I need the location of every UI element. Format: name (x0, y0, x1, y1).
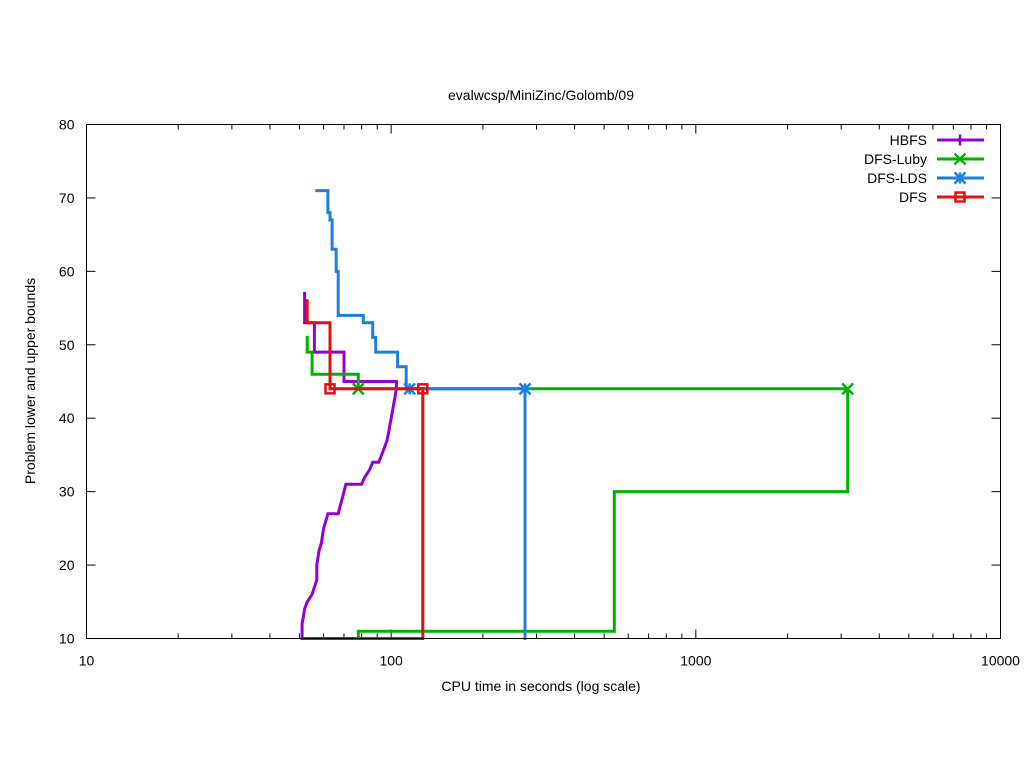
legend-marker-hbfs (954, 134, 966, 146)
legend-entry-dfs: DFS (899, 189, 984, 205)
legend-label: DFS (899, 189, 927, 205)
y-tick-label: 40 (59, 410, 75, 426)
x-tick-label: 10000 (981, 653, 1020, 669)
x-tick-label: 10 (79, 653, 95, 669)
y-tick-label: 50 (59, 337, 75, 353)
y-tick-label: 60 (59, 263, 75, 279)
y-tick-label: 30 (59, 484, 75, 500)
series-dfs-lds-upper-bound-line (315, 189, 527, 391)
series-hbfs (300, 291, 400, 640)
legend-marker-dfs-lds (953, 171, 967, 185)
y-tick-label: 10 (59, 631, 75, 647)
plot-series (300, 189, 855, 640)
series-hbfs-lower-bound-line (300, 387, 400, 640)
x-tick-label: 1000 (680, 653, 711, 669)
legend: HBFS DFS-Luby DFS-LDS DFS (864, 132, 984, 205)
series-dfs-lds-point (518, 382, 532, 396)
axis-ticks: 10 20 30 40 50 60 70 80 10 100 1000 10000 (59, 117, 1020, 669)
series-dfs-luby-lower-bound-line (356, 387, 850, 640)
x-axis-label: CPU time in seconds (log scale) (441, 678, 640, 694)
chart-title: evalwcsp/MiniZinc/Golomb/09 (448, 87, 634, 103)
legend-entry-hbfs: HBFS (890, 132, 984, 148)
legend-label: HBFS (890, 132, 927, 148)
series-dfs-lower-bound-line (303, 387, 425, 640)
series-dfs-luby-point (841, 382, 855, 396)
y-axis-label: Problem lower and upper bounds (22, 278, 38, 484)
legend-marker-dfs-luby (953, 152, 967, 166)
y-tick-label: 20 (59, 557, 75, 573)
x-tick-label: 100 (379, 653, 403, 669)
legend-entry-dfs-luby: DFS-Luby (864, 151, 984, 167)
y-tick-label: 70 (59, 190, 75, 206)
legend-label: DFS-Luby (864, 151, 927, 167)
legend-entry-dfs-lds: DFS-LDS (867, 170, 984, 186)
series-dfs-point (417, 383, 429, 395)
y-tick-label: 80 (59, 117, 75, 133)
series-dfs-upper-bound-line (305, 299, 425, 391)
plot-frame (86, 124, 1001, 639)
series-dfs-point (324, 383, 336, 395)
legend-marker-dfs (954, 191, 966, 203)
legend-label: DFS-LDS (867, 170, 927, 186)
